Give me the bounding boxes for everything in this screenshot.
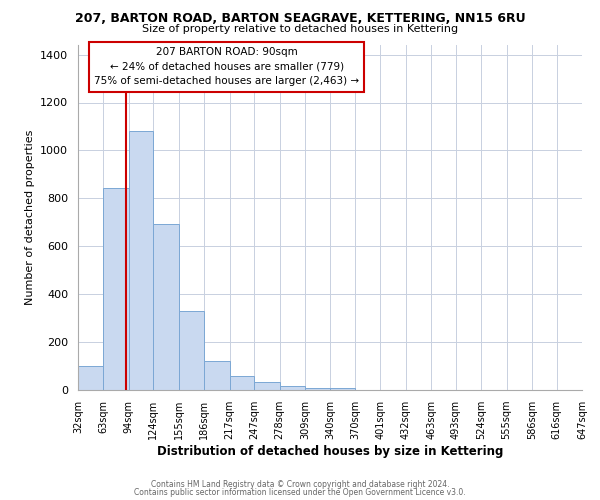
Text: 207, BARTON ROAD, BARTON SEAGRAVE, KETTERING, NN15 6RU: 207, BARTON ROAD, BARTON SEAGRAVE, KETTE… [74,12,526,26]
Y-axis label: Number of detached properties: Number of detached properties [25,130,35,305]
Bar [280,386,305,390]
Bar [305,388,331,390]
Bar [129,132,154,390]
Bar [78,366,103,390]
Text: 207 BARTON ROAD: 90sqm
← 24% of detached houses are smaller (779)
75% of semi-de: 207 BARTON ROAD: 90sqm ← 24% of detached… [94,46,359,86]
Text: Contains public sector information licensed under the Open Government Licence v3: Contains public sector information licen… [134,488,466,497]
Text: Size of property relative to detached houses in Kettering: Size of property relative to detached ho… [142,24,458,34]
Bar [154,224,179,390]
Bar [230,376,254,390]
Bar [179,311,204,390]
Bar [331,388,355,390]
Bar [103,188,129,390]
Bar [254,382,280,390]
Text: Contains HM Land Registry data © Crown copyright and database right 2024.: Contains HM Land Registry data © Crown c… [151,480,449,489]
X-axis label: Distribution of detached houses by size in Kettering: Distribution of detached houses by size … [157,445,503,458]
Bar [204,361,230,390]
